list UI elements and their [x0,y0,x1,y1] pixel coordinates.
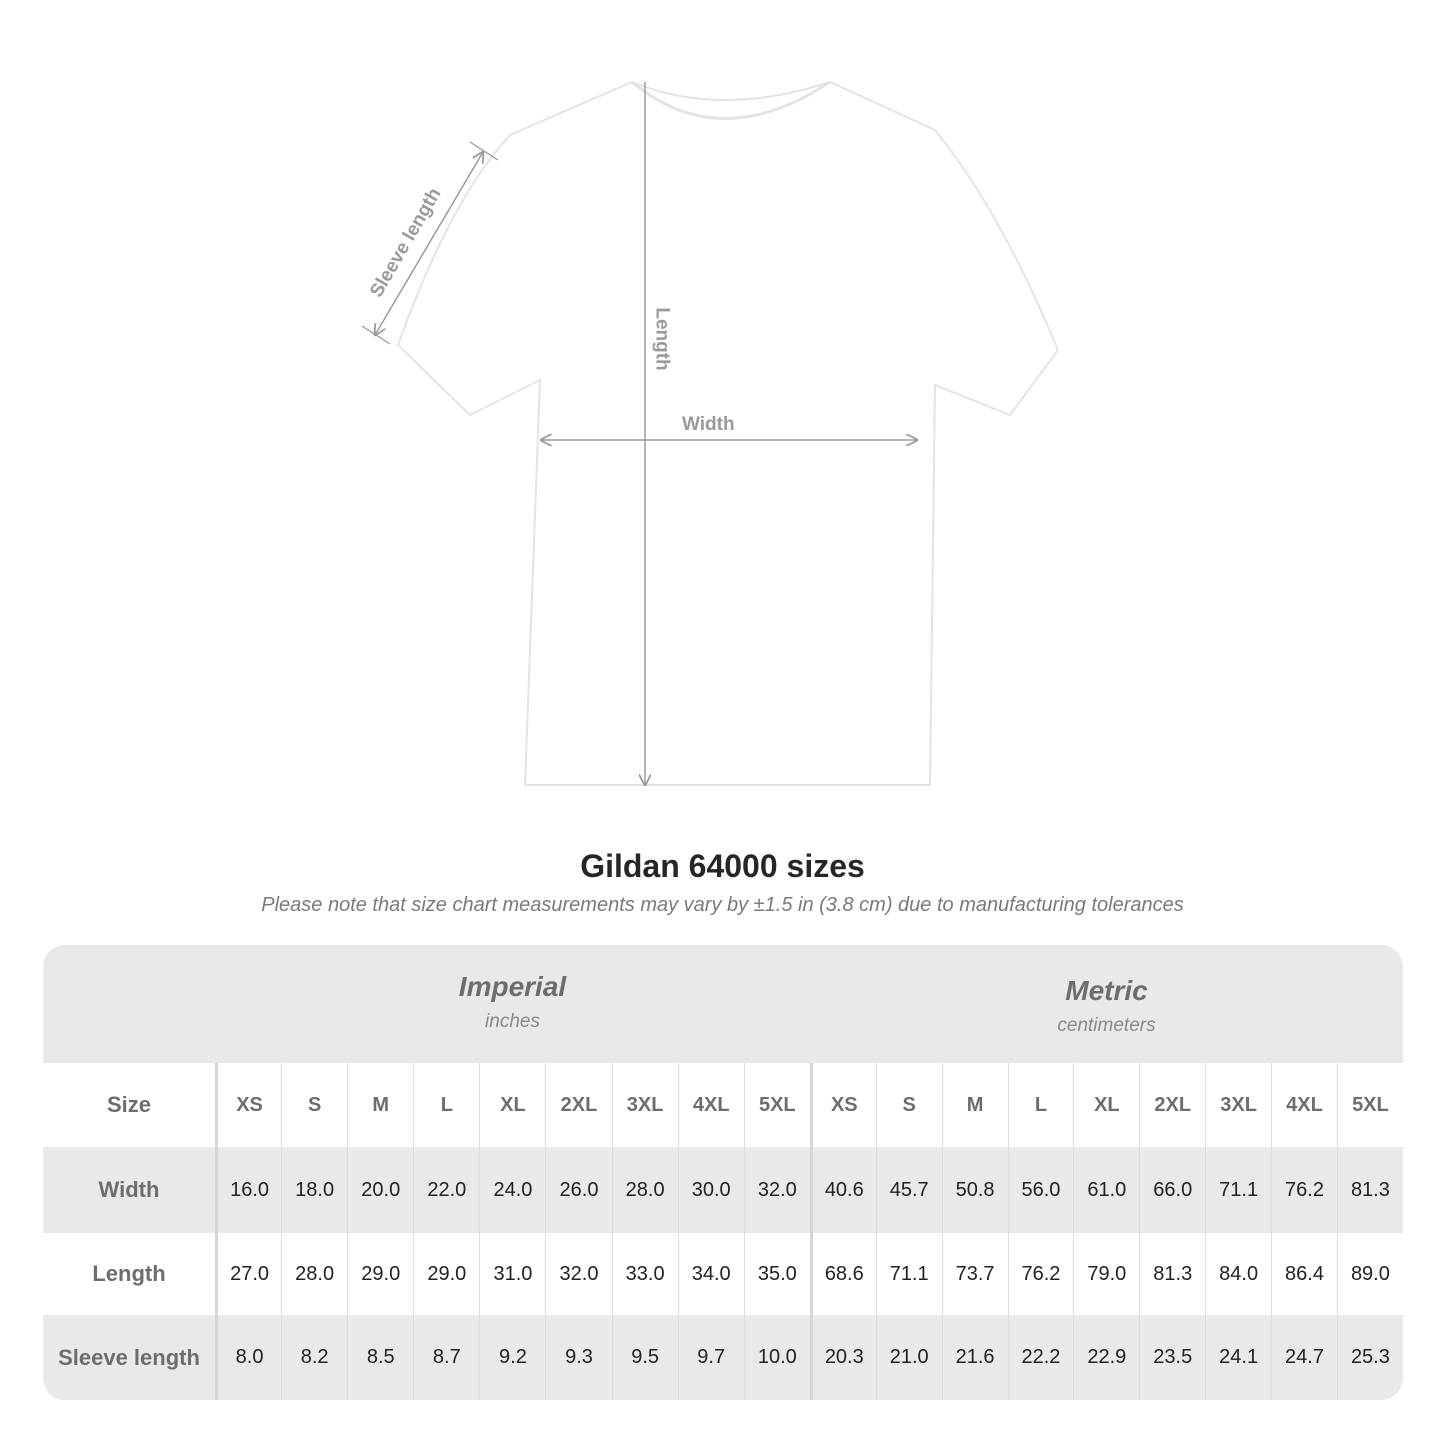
size-header-metric-s: S [875,1063,942,1147]
size-header-metric-3xl: 3XL [1205,1063,1271,1147]
cell-imperial-s: 8.2 [281,1315,347,1400]
cell-metric-4xl: 24.7 [1271,1315,1337,1400]
collar [631,80,831,120]
size-header-metric-m: M [941,1063,1008,1147]
size-header-metric-5xl: 5XL [1336,1063,1403,1147]
cell-imperial-5xl: 32.0 [743,1147,810,1233]
size-header-metric-xs: XS [809,1063,876,1147]
cell-metric-3xl: 84.0 [1205,1233,1271,1315]
cell-metric-2xl: 23.5 [1139,1315,1205,1400]
cell-imperial-4xl: 9.7 [677,1315,744,1400]
tshirt-diagram [361,80,1060,820]
size-header-metric-xl: XL [1073,1063,1139,1147]
cell-metric-m: 50.8 [941,1147,1008,1233]
cell-imperial-xl: 9.2 [479,1315,545,1400]
cell-metric-xl: 61.0 [1073,1147,1139,1233]
cell-imperial-4xl: 34.0 [677,1233,744,1315]
size-header-imperial-xl: XL [479,1063,545,1147]
size-grid: Size XS S M L XL 2XL 3XL 4XL 5XL XS S M L XL 2XL 3XL 4XL 5… [43,1063,1403,1400]
cell-imperial-2xl: 32.0 [545,1233,611,1315]
table-row: Sleeve length 8.0 8.2 8.5 8.7 9.2 9.3 9.5 9.7 10.… [43,1315,1403,1400]
page-title: Gildan 64000 sizes [580,848,865,884]
metric-title: Metric [1065,975,1148,1006]
cell-imperial-l: 22.0 [413,1147,479,1233]
table-row: Length 27.0 28.0 29.0 29.0 31.0 32.0 33.0 34.0 35… [43,1233,1403,1315]
cell-imperial-4xl: 30.0 [677,1147,744,1233]
size-header-imperial-xs: XS [215,1063,281,1147]
cell-imperial-l: 29.0 [413,1233,479,1315]
cell-imperial-2xl: 26.0 [545,1147,611,1233]
cell-imperial-xl: 24.0 [479,1147,545,1233]
imperial-unit: inches [485,1011,540,1032]
cell-imperial-m: 8.5 [347,1315,413,1400]
cell-imperial-3xl: 28.0 [611,1147,678,1233]
cell-imperial-m: 20.0 [347,1147,413,1233]
cell-metric-5xl: 89.0 [1336,1233,1403,1315]
cell-metric-2xl: 81.3 [1139,1233,1205,1315]
cell-metric-4xl: 76.2 [1271,1147,1337,1233]
cell-metric-xs: 20.3 [809,1315,876,1400]
size-label: Size [106,1092,152,1117]
cell-imperial-xs: 27.0 [215,1233,281,1315]
cell-imperial-3xl: 9.5 [611,1315,678,1400]
cell-metric-xs: 68.6 [809,1233,876,1315]
size-header-metric-4xl: 4XL [1271,1063,1337,1147]
size-header-imperial-l: L [413,1063,479,1147]
size-header-metric-2xl: 2XL [1139,1063,1205,1147]
tolerance-note: Please note that size chart measurements… [261,894,1184,916]
cell-imperial-m: 29.0 [347,1233,413,1315]
cell-metric-4xl: 86.4 [1271,1233,1337,1315]
size-header-row: Size XS S M L XL 2XL 3XL 4XL 5XL XS S M L XL 2XL 3XL 4XL 5… [43,1063,1403,1147]
cell-imperial-l: 8.7 [413,1315,479,1400]
cell-metric-3xl: 24.1 [1205,1315,1271,1400]
cell-imperial-xl: 31.0 [479,1233,545,1315]
cell-metric-5xl: 81.3 [1336,1147,1403,1233]
size-header-imperial-s: S [281,1063,347,1147]
cell-metric-2xl: 66.0 [1139,1147,1205,1233]
cell-metric-xs: 40.6 [809,1147,876,1233]
sleeve-arrow [375,152,483,335]
cell-imperial-5xl: 35.0 [743,1233,810,1315]
table-row: Width 16.0 18.0 20.0 22.0 24.0 26.0 28.0 30.0 32.… [43,1147,1403,1233]
cell-metric-xl: 79.0 [1073,1233,1139,1315]
cell-imperial-s: 28.0 [281,1233,347,1315]
cell-metric-l: 22.2 [1007,1315,1074,1400]
cell-metric-l: 56.0 [1007,1147,1074,1233]
cell-imperial-s: 18.0 [281,1147,347,1233]
cell-metric-s: 71.1 [875,1233,942,1315]
imperial-header: Imperial inches [215,945,810,1063]
metric-header: Metric centimeters [810,945,1403,1063]
cell-imperial-xs: 8.0 [215,1315,281,1400]
size-header-imperial-2xl: 2XL [545,1063,611,1147]
metric-unit: centimeters [1057,1015,1156,1036]
width-label: Width [682,414,735,435]
cell-metric-s: 45.7 [875,1147,942,1233]
row-label: Length [92,1261,166,1286]
cell-metric-xl: 22.9 [1073,1315,1139,1400]
size-table: Imperial inches Metric centimeters Size X… [43,945,1403,1400]
cell-imperial-2xl: 9.3 [545,1315,611,1400]
cell-metric-m: 73.7 [941,1233,1008,1315]
row-label: Width [98,1177,160,1202]
cell-metric-l: 76.2 [1007,1233,1074,1315]
cell-imperial-xs: 16.0 [215,1147,281,1233]
cell-metric-3xl: 71.1 [1205,1147,1271,1233]
cell-metric-5xl: 25.3 [1336,1315,1403,1400]
cell-imperial-5xl: 10.0 [743,1315,810,1400]
size-header-imperial-5xl: 5XL [743,1063,810,1147]
size-header-imperial-3xl: 3XL [611,1063,678,1147]
size-header-metric-l: L [1007,1063,1074,1147]
cell-metric-m: 21.6 [941,1315,1008,1400]
cell-imperial-3xl: 33.0 [611,1233,678,1315]
size-header-imperial-m: M [347,1063,413,1147]
imperial-title: Imperial [458,971,567,1002]
row-label: Sleeve length [58,1344,200,1370]
size-header-imperial-4xl: 4XL [677,1063,744,1147]
cell-metric-s: 21.0 [875,1315,942,1400]
length-label: Length [651,307,673,371]
